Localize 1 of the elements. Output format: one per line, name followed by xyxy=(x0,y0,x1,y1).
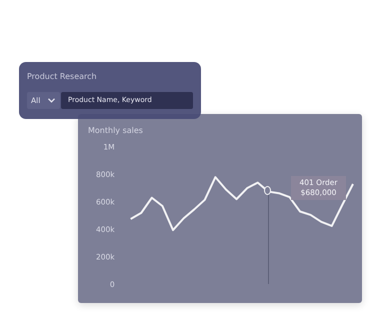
chart-title: Monthly sales xyxy=(88,126,143,135)
